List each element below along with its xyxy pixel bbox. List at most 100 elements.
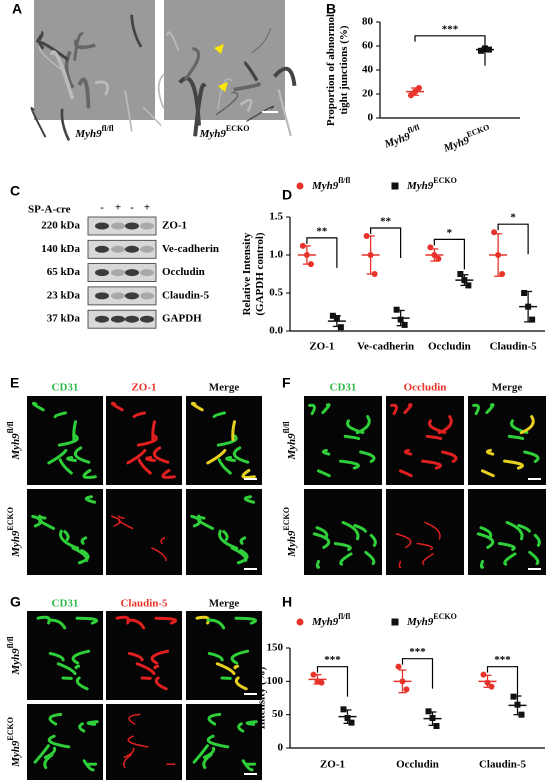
column-header: Merge bbox=[492, 382, 523, 394]
superscript: fl/fl bbox=[102, 124, 115, 133]
membrane bbox=[74, 39, 96, 50]
significance-bracket bbox=[433, 238, 465, 270]
micrograph bbox=[304, 396, 382, 485]
band bbox=[125, 269, 139, 277]
band bbox=[95, 222, 109, 230]
vessel bbox=[441, 450, 458, 463]
em-image bbox=[164, 0, 285, 120]
vessel bbox=[75, 616, 98, 625]
membrane bbox=[130, 14, 143, 48]
vessel bbox=[58, 458, 73, 475]
column-header: Merge bbox=[209, 382, 240, 394]
data-point bbox=[299, 242, 306, 249]
vessel bbox=[339, 459, 360, 470]
band bbox=[111, 245, 125, 253]
vessel bbox=[241, 759, 254, 772]
row-label: Myh9fl/fl bbox=[6, 636, 21, 676]
vessel bbox=[421, 459, 442, 470]
vessel bbox=[241, 468, 256, 479]
vessel bbox=[437, 415, 453, 435]
superscript: fl/fl bbox=[282, 421, 291, 434]
x-tick-label: Myh9ECKO bbox=[440, 123, 493, 155]
vessel bbox=[315, 559, 321, 569]
data-point bbox=[401, 321, 408, 328]
x-tick-label: Occludin bbox=[396, 759, 439, 771]
vessel bbox=[233, 664, 240, 670]
superscript: ECKO bbox=[466, 123, 491, 140]
vessel bbox=[59, 529, 80, 550]
data-point bbox=[495, 252, 502, 258]
vessel bbox=[132, 411, 147, 419]
vessel bbox=[47, 448, 68, 465]
superscript: fl/fl bbox=[6, 421, 15, 434]
vessel bbox=[86, 720, 99, 726]
membrane bbox=[77, 77, 91, 109]
data-point bbox=[296, 182, 304, 190]
panel-label: E bbox=[10, 375, 19, 391]
superscript: ECKO bbox=[282, 507, 291, 531]
vessel bbox=[390, 403, 398, 416]
band bbox=[125, 245, 139, 253]
row-label: Myh9ECKO bbox=[282, 507, 297, 558]
data-point bbox=[344, 715, 351, 721]
x-tick-label: Occludin bbox=[428, 341, 471, 353]
y-axis-title: Proportion of abnormol bbox=[325, 14, 337, 126]
vessel bbox=[38, 514, 47, 520]
vessel bbox=[207, 651, 224, 662]
micrograph bbox=[106, 396, 182, 485]
vessel bbox=[33, 744, 50, 764]
vessel bbox=[31, 401, 45, 412]
vessel bbox=[110, 515, 121, 527]
vessel bbox=[145, 456, 156, 463]
data-point bbox=[433, 723, 440, 729]
vessel bbox=[398, 560, 402, 568]
vessel bbox=[517, 523, 531, 533]
treatment-label: SP-A-cre bbox=[28, 204, 71, 216]
vessel bbox=[72, 420, 77, 442]
y-axis-title: (GAPDH control) bbox=[254, 232, 266, 316]
arrowhead bbox=[214, 44, 224, 54]
data-point bbox=[397, 316, 404, 323]
significance-label: *** bbox=[494, 654, 511, 666]
band bbox=[125, 315, 139, 323]
vessel bbox=[333, 542, 352, 552]
vessel bbox=[207, 712, 222, 726]
data-point bbox=[529, 316, 536, 323]
superscript: ECKO bbox=[433, 612, 457, 621]
data-point bbox=[333, 315, 340, 322]
significance-label: * bbox=[447, 227, 453, 239]
micrograph bbox=[304, 489, 382, 575]
panel-label: G bbox=[10, 594, 21, 610]
y-tick-label: 0 bbox=[278, 742, 284, 754]
vessel bbox=[36, 615, 51, 625]
vessel bbox=[230, 649, 250, 665]
data-point bbox=[429, 715, 436, 721]
vessel bbox=[364, 550, 376, 566]
vessel bbox=[243, 495, 256, 504]
vessel bbox=[118, 520, 134, 530]
vessel bbox=[47, 618, 67, 630]
vessel bbox=[128, 713, 141, 725]
vessel bbox=[476, 532, 495, 549]
lane-label: - bbox=[130, 202, 134, 214]
membrane bbox=[94, 80, 109, 96]
gene: Myh9 bbox=[311, 180, 339, 192]
vessel bbox=[48, 712, 63, 726]
panel-label: B bbox=[326, 1, 336, 17]
y-tick-label: 1.0 bbox=[269, 249, 283, 261]
band bbox=[95, 269, 109, 277]
band bbox=[140, 292, 154, 300]
band bbox=[125, 292, 139, 300]
vessel bbox=[53, 411, 68, 419]
vessel bbox=[43, 753, 54, 769]
significance-bracket bbox=[486, 666, 519, 697]
vessel bbox=[152, 446, 170, 464]
arrowhead bbox=[218, 82, 228, 92]
data-point bbox=[337, 324, 344, 331]
kda-label: 140 kDa bbox=[41, 243, 80, 255]
band bbox=[111, 315, 125, 323]
data-point bbox=[367, 252, 374, 258]
kda-label: 220 kDa bbox=[41, 220, 80, 232]
column-header: Merge bbox=[209, 598, 240, 610]
